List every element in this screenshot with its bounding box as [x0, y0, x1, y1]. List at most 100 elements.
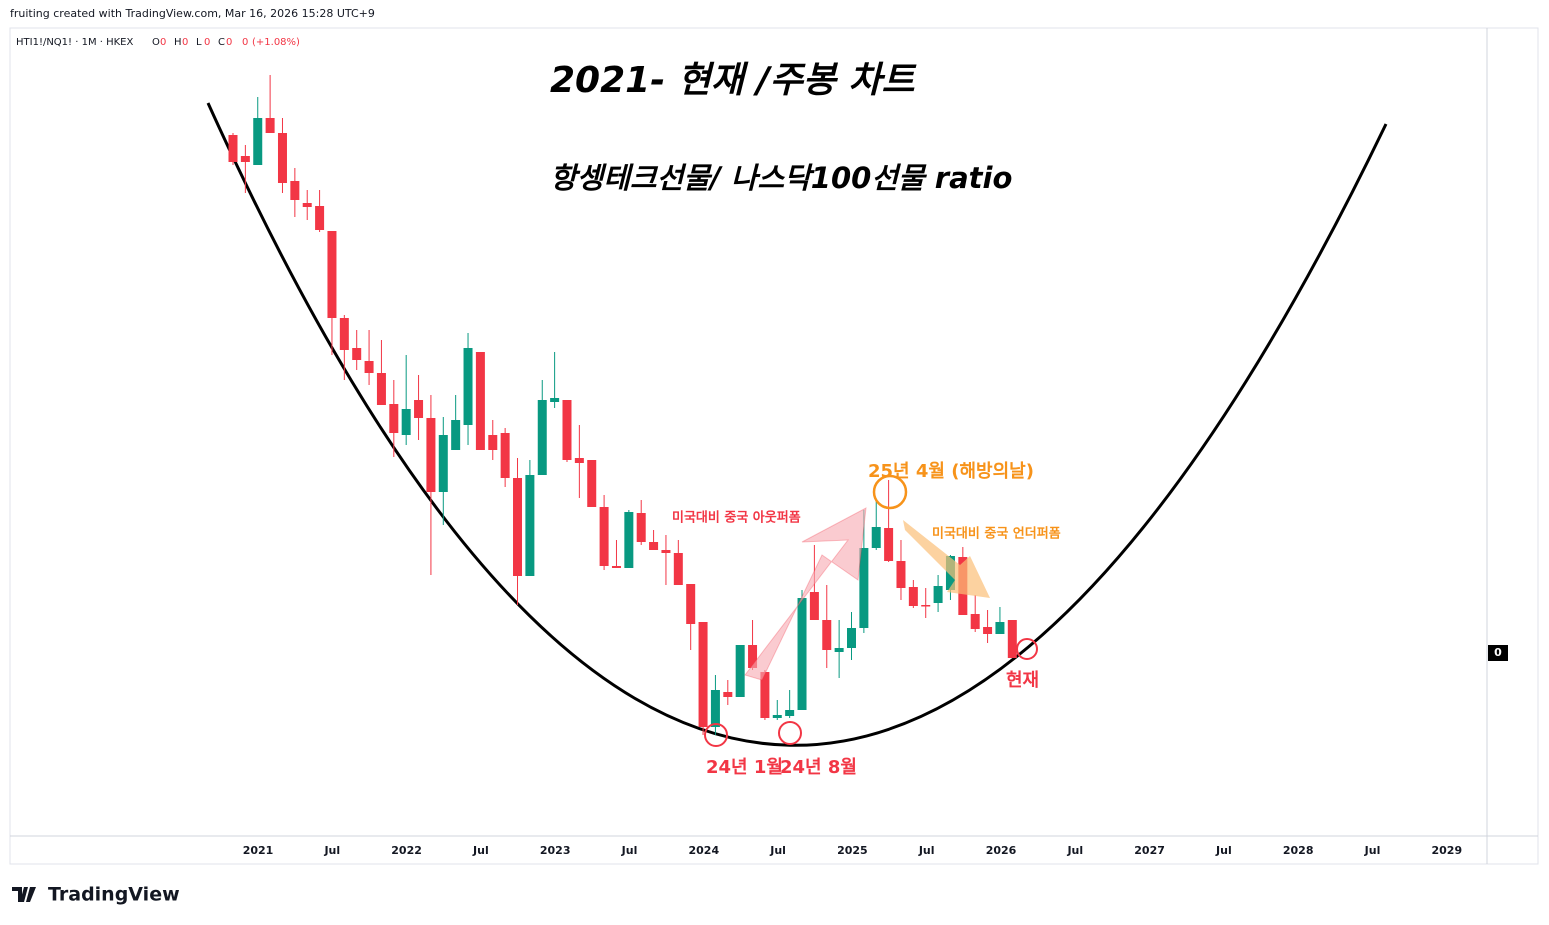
candle-body — [401, 409, 411, 435]
annotation: 현재 — [1006, 670, 1039, 691]
candle-body — [983, 627, 993, 634]
ohlc-value: 0 — [160, 37, 166, 48]
candle-body — [636, 513, 646, 542]
candle-body — [315, 206, 325, 230]
outperform-arrow — [744, 507, 867, 681]
candle-body — [884, 528, 894, 561]
candle-body — [574, 458, 584, 463]
candle-body — [995, 622, 1005, 634]
candle-body — [710, 690, 720, 727]
candle-body — [240, 156, 250, 162]
candle-body — [426, 418, 436, 492]
candle-body — [847, 628, 856, 648]
candle-body — [265, 118, 275, 133]
chart-subtitle: 항셍테크선물/ 나스닥100선물 ratio — [550, 161, 1012, 195]
logo: TradingView — [12, 884, 180, 906]
candle-body — [871, 527, 881, 548]
candle-body — [587, 460, 597, 507]
x-tick-label: 2025 — [837, 844, 868, 857]
candle-body — [760, 672, 770, 718]
candle-body — [908, 587, 918, 606]
candle-body — [748, 645, 758, 668]
x-tick-label: Jul — [472, 844, 489, 857]
candle-body — [525, 475, 535, 576]
candle-body — [290, 181, 300, 200]
x-tick-label: 2023 — [540, 844, 571, 857]
logo-text: TradingView — [48, 884, 180, 906]
x-tick-label: 2024 — [688, 844, 719, 857]
candle-body — [389, 404, 399, 433]
ohlc-value: 0 — [204, 37, 210, 48]
candle-body — [785, 710, 795, 716]
annotation: 25년 4월 (해방의날) — [868, 461, 1034, 482]
x-tick-label: Jul — [1364, 844, 1381, 857]
x-tick-label: 2028 — [1283, 844, 1314, 857]
candle-body — [475, 352, 485, 450]
x-tick-label: 2029 — [1431, 844, 1462, 857]
candle-body — [364, 361, 374, 373]
x-tick-label: Jul — [918, 844, 935, 857]
symbol: HTI1!/NQ1! · 1M · HKEX — [16, 37, 133, 48]
candle-body — [562, 400, 572, 460]
price-axis: 0 — [1488, 645, 1508, 661]
candle-body — [414, 400, 424, 418]
change-pct: (+1.08%) — [252, 37, 300, 48]
ohlc-value: 0 — [182, 37, 188, 48]
candle-body — [327, 231, 337, 318]
y-tick-label: 0 — [1494, 646, 1502, 659]
candle-body — [735, 645, 745, 697]
candle-body — [1007, 620, 1017, 658]
candle-body — [599, 507, 609, 566]
candle-body — [896, 561, 906, 588]
annotation: 미국대비 중국 아웃퍼폼 — [672, 510, 801, 526]
candle-body — [339, 318, 349, 350]
candle-body — [686, 584, 696, 624]
price-label-box — [1488, 645, 1508, 661]
chart-title: 2021- 현재 /주봉 차트 — [550, 60, 917, 101]
x-tick-label: Jul — [1215, 844, 1232, 857]
candles — [228, 75, 1017, 735]
x-tick-label: Jul — [769, 844, 786, 857]
candle-body — [673, 553, 683, 585]
frame — [9, 27, 1539, 865]
annotation: 24년 1월 — [706, 757, 783, 778]
candle-body — [933, 586, 943, 603]
now-marker — [1016, 638, 1038, 660]
ohlc-value: 0 — [226, 37, 232, 48]
candle-body — [822, 620, 832, 650]
candle-body — [488, 435, 498, 450]
logo-mark — [12, 887, 36, 902]
candle-body — [537, 400, 547, 475]
ohlc-key: H — [174, 37, 182, 48]
credit: fruiting created with TradingView.com, M… — [10, 7, 375, 20]
peak-marker — [872, 474, 908, 510]
candle-body — [253, 118, 263, 165]
candle-body — [624, 512, 634, 568]
candle-body — [809, 592, 819, 620]
candle-body — [352, 348, 362, 360]
candle-body — [302, 203, 312, 207]
candle-body — [277, 133, 287, 183]
change: 0 — [242, 37, 248, 48]
candle-body — [921, 605, 931, 607]
ohlc-key: C — [218, 37, 225, 48]
candle-body — [698, 622, 708, 727]
x-tick-label: 2022 — [391, 844, 422, 857]
candle-body — [550, 398, 560, 402]
annotation: 미국대비 중국 언더퍼폼 — [932, 526, 1061, 542]
candle-body — [376, 373, 386, 405]
candle-body — [772, 715, 782, 718]
candle-body — [859, 548, 869, 628]
candle-body — [451, 420, 461, 450]
x-tick-label: Jul — [323, 844, 340, 857]
candle-body — [228, 135, 238, 162]
ohlc-key: L — [196, 37, 202, 48]
ohlc-key: O — [152, 37, 160, 48]
candle-body — [661, 550, 671, 553]
x-tick-label: Jul — [1066, 844, 1083, 857]
candle-body — [797, 598, 807, 710]
candle-body — [438, 435, 448, 492]
candle-body — [649, 542, 659, 550]
time-axis: 2021 Jul 2022 Jul 2023 Jul 2024 Jul 2025 Jul 2026 J… — [243, 844, 1462, 857]
